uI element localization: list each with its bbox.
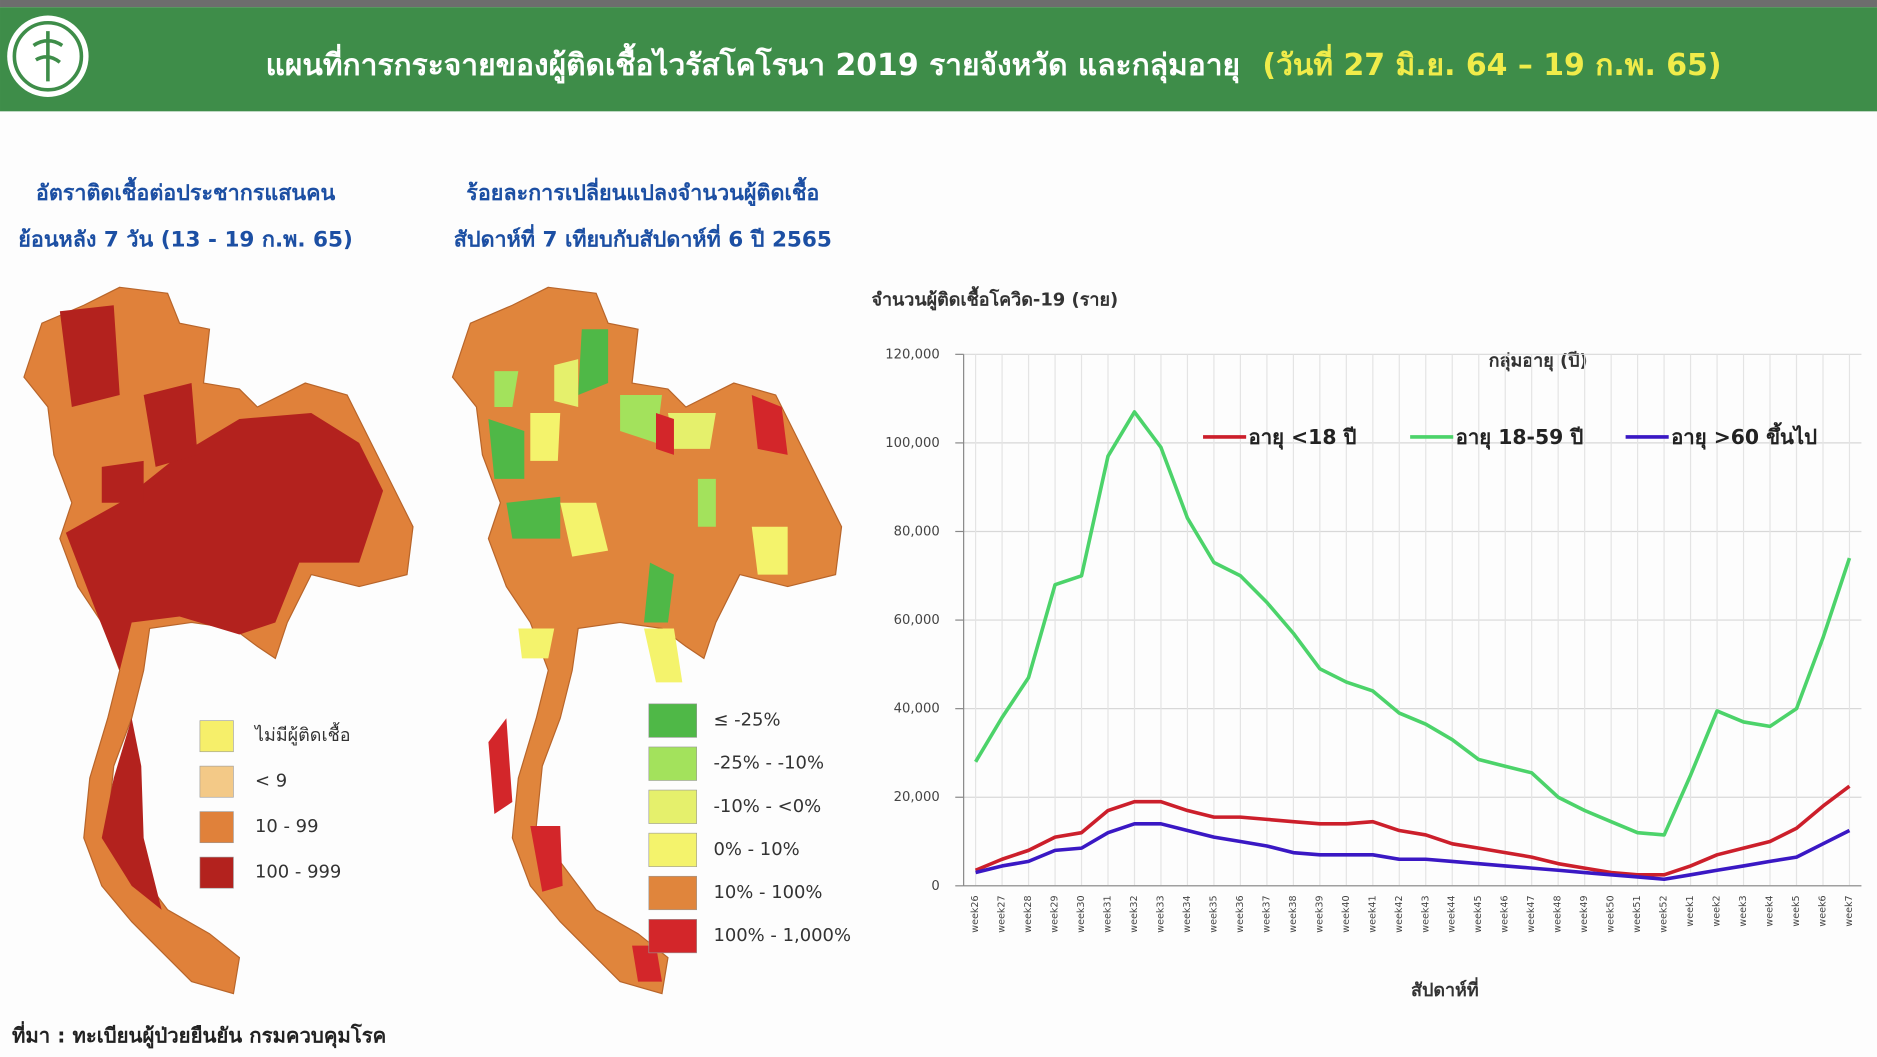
legend-label: 10% - 100% <box>713 882 822 903</box>
x-tick-label: week29 <box>1050 895 1061 932</box>
series-line <box>974 784 1851 877</box>
x-tick-label: week28 <box>1023 895 1034 932</box>
x-tick-label: week50 <box>1606 895 1617 932</box>
legend-label: 100 - 999 <box>255 862 341 883</box>
legend-swatch <box>648 832 697 867</box>
x-tick-label: week51 <box>1632 895 1643 932</box>
legend-swatch <box>199 811 234 844</box>
legend-label: 100% - 1,000% <box>713 925 851 946</box>
x-tick-label: week40 <box>1341 895 1352 932</box>
x-tick-label: week30 <box>1076 895 1087 932</box>
x-tick-label: week35 <box>1208 895 1219 932</box>
x-tick-label: week36 <box>1235 895 1246 932</box>
x-tick-label: week3 <box>1738 895 1749 926</box>
legend-label: อายุ 18-59 ปี <box>1456 425 1584 450</box>
map-title: ย้อนหลัง 7 วัน (13 - 19 ก.พ. 65) <box>18 228 353 253</box>
x-axis-title: สัปดาห์ที่ <box>1411 977 1479 1001</box>
legend-label: ≤ -25% <box>713 710 780 731</box>
legend-swatch <box>648 875 697 911</box>
legend-swatch <box>648 746 697 781</box>
x-tick-label: week41 <box>1367 895 1378 932</box>
y-tick-label: 120,000 <box>885 347 939 362</box>
x-tick-label: week46 <box>1500 895 1511 932</box>
x-tick-label: week31 <box>1103 895 1114 932</box>
y-tick-label: 20,000 <box>894 790 940 805</box>
x-tick-label: week47 <box>1526 895 1537 932</box>
y-tick-label: 0 <box>931 879 939 894</box>
title: แผนที่การกระจายของผู้ติดเชื้อไวรัสโคโรนา… <box>266 41 1240 83</box>
legend-label: -10% - <0% <box>713 796 821 817</box>
legend-swatch <box>199 856 234 889</box>
legend-label: -25% - -10% <box>713 753 824 774</box>
x-tick-label: week5 <box>1791 895 1802 926</box>
y-tick-label: 100,000 <box>885 436 939 451</box>
y-tick-label: 60,000 <box>894 613 940 628</box>
x-tick-label: week34 <box>1182 895 1193 932</box>
x-tick-label: week37 <box>1261 895 1272 932</box>
x-tick-label: week45 <box>1473 895 1484 932</box>
legend-label: 10 - 99 <box>255 816 319 837</box>
legend-label: อายุ <18 ปี <box>1249 425 1357 450</box>
line-chart: จำนวนผู้ติดเชื้อโควิด-19 (ราย) สัปดาห์ที… <box>871 285 1862 1001</box>
x-tick-label: week38 <box>1288 895 1299 932</box>
x-tick-label: week44 <box>1447 895 1458 932</box>
x-tick-label: week49 <box>1579 895 1590 932</box>
x-tick-label: week48 <box>1553 895 1564 932</box>
legend-label: อายุ >60 ขึ้นไป <box>1671 421 1817 450</box>
legend-swatch <box>199 720 234 753</box>
x-tick-label: week27 <box>997 895 1008 932</box>
x-tick-label: week26 <box>970 895 981 932</box>
header-bar <box>0 7 1877 112</box>
x-tick-label: week1 <box>1685 895 1696 926</box>
x-tick-label: week6 <box>1817 895 1828 926</box>
legend-swatch <box>648 919 697 954</box>
y-tick-label: 80,000 <box>894 524 940 539</box>
map-title: สัปดาห์ที่ 7 เทียบกับสัปดาห์ที่ 6 ปี 256… <box>454 224 832 253</box>
y-tick-label: 40,000 <box>894 702 940 717</box>
top-rule <box>0 0 1877 8</box>
logo <box>7 15 89 97</box>
legend-label: < 9 <box>255 771 287 792</box>
y-axis-title: จำนวนผู้ติดเชื้อโควิด-19 (ราย) <box>871 285 1118 311</box>
legend-label: 0% - 10% <box>713 839 799 860</box>
x-tick-label: week39 <box>1314 895 1325 932</box>
x-tick-label: week32 <box>1129 895 1140 932</box>
legend-title: กลุ่มอายุ (ปี) <box>1489 351 1588 372</box>
legend-swatch <box>648 789 697 824</box>
series-line <box>975 822 1851 882</box>
map-legend: ≤ -25% -25% - -10% -10% - <0% 0% - 10% 10% -… <box>648 703 851 954</box>
header-title: แผนที่การกระจายของผู้ติดเชื้อไวรัสโคโรนา… <box>266 41 1722 83</box>
x-tick-label: week43 <box>1420 895 1431 932</box>
map-title: ร้อยละการเปลี่ยนแปลงจำนวนผู้ติดเชื้อ <box>466 176 819 207</box>
x-tick-label: week7 <box>1844 895 1855 926</box>
map-title: อัตราติดเชื้อต่อประชากรแสนคน <box>36 176 336 206</box>
x-tick-label: week4 <box>1765 895 1776 926</box>
legend-swatch <box>648 703 697 738</box>
series-line <box>974 410 1852 837</box>
legend-label: ไม่มีผู้ติดเชื้อ <box>253 722 351 746</box>
map-legend: ไม่มีผู้ติดเชื้อ < 9 10 - 99 100 - 999 <box>199 720 351 889</box>
legend-swatch <box>199 765 234 798</box>
x-tick-label: week33 <box>1155 895 1166 932</box>
date-range: (วันที่ 27 มิ.ย. 64 – 19 ก.พ. 65) <box>1262 42 1721 82</box>
x-tick-label: week42 <box>1394 895 1405 932</box>
map-left <box>23 286 414 995</box>
x-tick-label: week52 <box>1659 895 1670 932</box>
map-right <box>451 286 843 995</box>
source-note: ที่มา : ทะเบียนผู้ป่วยยืนยัน กรมควบคุมโร… <box>12 1021 386 1050</box>
x-tick-label: week2 <box>1712 895 1723 926</box>
